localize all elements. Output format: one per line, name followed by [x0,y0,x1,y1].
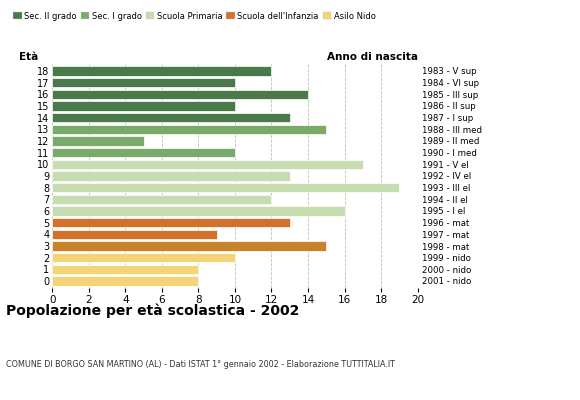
Text: Età: Età [19,52,38,62]
Bar [52,206,345,216]
Bar [52,253,235,262]
Bar [52,172,289,180]
Text: COMUNE DI BORGO SAN MARTINO (AL) - Dati ISTAT 1° gennaio 2002 - Elaborazione TUT: COMUNE DI BORGO SAN MARTINO (AL) - Dati … [6,360,394,369]
Bar [52,148,235,157]
Bar [52,242,326,250]
Bar [52,276,198,286]
Text: Anno di nascita: Anno di nascita [327,52,418,62]
Bar [52,265,198,274]
Bar [52,102,235,110]
Bar [52,90,308,99]
Bar [52,78,235,87]
Bar [52,125,326,134]
Bar [52,160,363,169]
Bar [52,183,399,192]
Bar [52,218,289,227]
Text: Popolazione per età scolastica - 2002: Popolazione per età scolastica - 2002 [6,304,299,318]
Legend: Sec. II grado, Sec. I grado, Scuola Primaria, Scuola dell'Infanzia, Asilo Nido: Sec. II grado, Sec. I grado, Scuola Prim… [10,8,379,24]
Bar [52,66,271,76]
Bar [52,230,217,239]
Bar [52,136,143,146]
Bar [52,113,289,122]
Bar [52,195,271,204]
